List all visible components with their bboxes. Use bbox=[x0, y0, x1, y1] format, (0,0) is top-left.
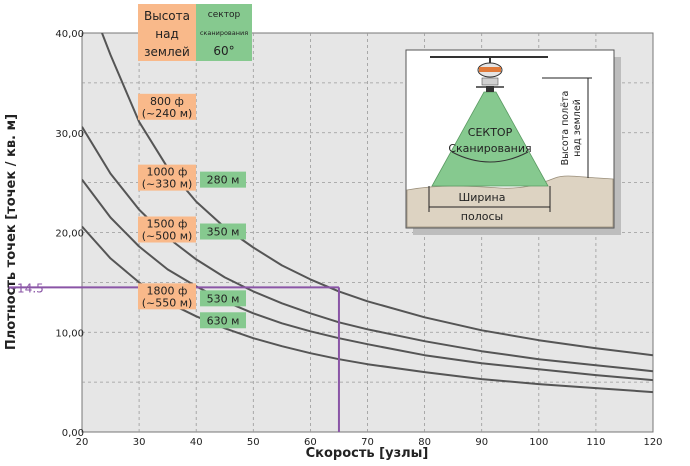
sector-arc bbox=[451, 151, 529, 163]
sector-header-line3: 60° bbox=[213, 44, 234, 58]
altitude-label-2-line1: 1000 ф bbox=[147, 166, 188, 179]
y-axis-title: Плотность точек [точек / кв. м] bbox=[4, 114, 19, 350]
tick-labels: 20 30 40 50 60 70 80 90 100 110 120 0,00 10,00 20,00 3… bbox=[55, 29, 662, 448]
altitude-box-3 bbox=[138, 216, 196, 243]
altitude-label-2-line2: (~330 м) bbox=[142, 178, 193, 191]
sector-label-5: 630 м bbox=[207, 314, 240, 327]
x-tick-80: 80 bbox=[418, 437, 431, 448]
altitude-label-1-line2: (~240 м) bbox=[142, 107, 193, 120]
sector-box-4 bbox=[200, 290, 246, 307]
x-tick-120: 120 bbox=[643, 437, 662, 448]
x-tick-50: 50 bbox=[247, 437, 260, 448]
altitude-label-3-line2: (~500 м) bbox=[142, 230, 193, 243]
header-legend: Высота над землей сектор сканирования 60… bbox=[138, 4, 252, 61]
inset-height-label-2: над землей bbox=[572, 99, 583, 157]
x-tick-20: 20 bbox=[76, 437, 89, 448]
x-axis-title: Скорость [узлы] bbox=[306, 446, 429, 461]
altitude-box-1 bbox=[138, 93, 196, 120]
altitude-header-line3: землей bbox=[144, 45, 190, 59]
x-tick-100: 100 bbox=[529, 437, 548, 448]
helicopter-icon bbox=[430, 56, 548, 92]
x-tick-90: 90 bbox=[475, 437, 488, 448]
altitude-box-2 bbox=[138, 164, 196, 191]
altitude-label-1-line1: 800 ф bbox=[150, 95, 184, 108]
inset-sector-label-1: СЕКТОР bbox=[468, 126, 513, 139]
x-tick-70: 70 bbox=[361, 437, 374, 448]
x-tick-60: 60 bbox=[304, 437, 317, 448]
altitude-box-4 bbox=[138, 283, 196, 310]
series-line-3 bbox=[82, 178, 653, 382]
y-tick-30: 30,00 bbox=[55, 129, 84, 140]
sector-box-5 bbox=[200, 312, 246, 329]
y-tick-10: 10,00 bbox=[55, 328, 84, 339]
x-tick-30: 30 bbox=[133, 437, 146, 448]
inset-height-label-1: Высота полёта bbox=[560, 91, 571, 166]
altitude-label-4-line2: (~550 м) bbox=[142, 296, 193, 309]
sector-box-3 bbox=[200, 223, 246, 240]
altitude-header-line1: Высота bbox=[144, 9, 190, 23]
altitude-header-box bbox=[138, 4, 196, 61]
inset-swath-label-1: Ширина bbox=[459, 191, 506, 204]
x-tick-40: 40 bbox=[190, 437, 203, 448]
x-tick-110: 110 bbox=[586, 437, 605, 448]
sector-header-line2: сканирования bbox=[200, 29, 248, 37]
sector-box-2 bbox=[200, 171, 246, 188]
y-tick-20: 20,00 bbox=[55, 229, 84, 240]
sector-label-2: 280 м bbox=[207, 174, 240, 187]
series-line-1 bbox=[101, 33, 653, 357]
scan-inset: СЕКТОР Сканирования Высота полёта над зе… bbox=[405, 49, 621, 235]
inset-swath-label-2: полосы bbox=[461, 210, 503, 223]
y-tick-0: 0,00 bbox=[62, 428, 84, 439]
sector-header-box bbox=[196, 4, 252, 61]
sector-header-line1: сектор bbox=[208, 10, 241, 20]
altitude-label-3-line1: 1500 ф bbox=[147, 218, 188, 231]
sector-label-3: 350 м bbox=[207, 226, 240, 239]
altitude-label-4-line1: 1800 ф bbox=[147, 284, 188, 297]
marker-value-label: ~14.5 bbox=[7, 281, 44, 295]
y-tick-40: 40,00 bbox=[55, 29, 84, 40]
altitude-header-line2: над bbox=[155, 27, 179, 41]
sector-label-4: 530 м bbox=[207, 292, 240, 305]
inset-sector-label-2: Сканирования bbox=[448, 142, 531, 155]
